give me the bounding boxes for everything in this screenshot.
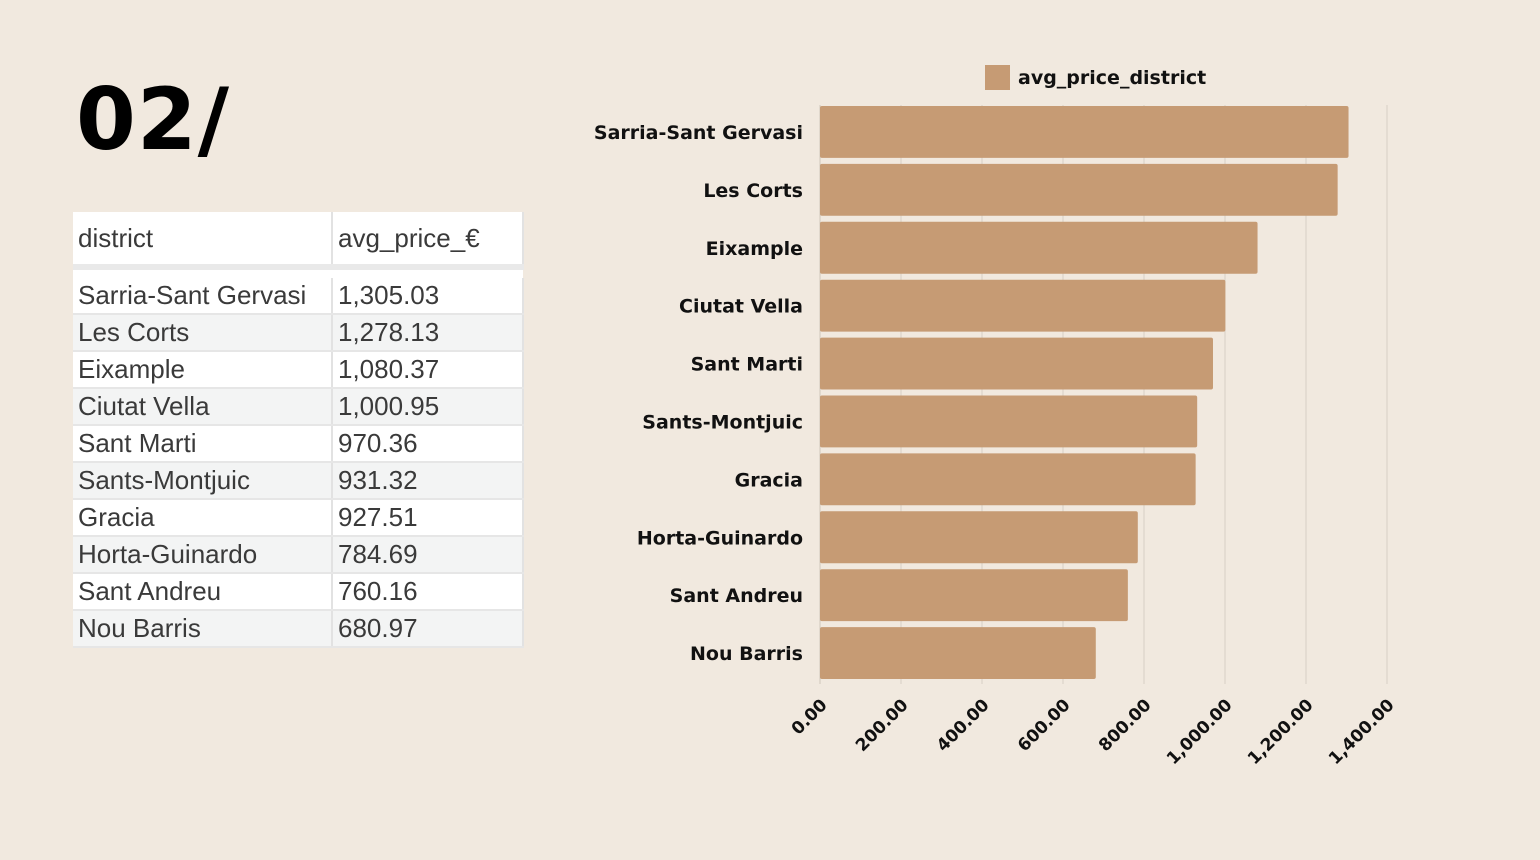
bar bbox=[820, 337, 1213, 390]
price-cell: 1,080.37 bbox=[332, 351, 524, 389]
bar bbox=[820, 395, 1198, 448]
district-cell: Eixample bbox=[73, 351, 333, 389]
table-row: Nou Barris 680.97 bbox=[73, 610, 524, 648]
legend: avg_price_district bbox=[985, 65, 1206, 90]
category-label: Ciutat Vella bbox=[679, 296, 803, 318]
district-cell: Sarria-Sant Gervasi bbox=[73, 278, 333, 315]
district-cell: Nou Barris bbox=[73, 610, 333, 648]
category-label: Sarria-Sant Gervasi bbox=[594, 122, 803, 144]
bar bbox=[820, 511, 1138, 564]
category-label: Nou Barris bbox=[690, 643, 803, 665]
slide-number: 02/ bbox=[76, 70, 231, 170]
price-cell: 1,000.95 bbox=[332, 388, 524, 426]
table-row: Ciutat Vella 1,000.95 bbox=[73, 388, 524, 426]
bar bbox=[820, 569, 1128, 622]
price-cell: 1,278.13 bbox=[332, 314, 524, 352]
x-tick-label: 1,400.00 bbox=[1325, 695, 1399, 769]
bar bbox=[820, 279, 1226, 332]
district-cell: Ciutat Vella bbox=[73, 388, 333, 426]
price-cell: 927.51 bbox=[332, 499, 524, 537]
table-row: Sant Andreu 760.16 bbox=[73, 573, 524, 611]
x-tick-label: 0.00 bbox=[788, 695, 832, 739]
price-cell: 931.32 bbox=[332, 462, 524, 500]
district-cell: Sant Andreu bbox=[73, 573, 333, 611]
table-row: Sants-Montjuic 931.32 bbox=[73, 462, 524, 500]
district-cell: Sants-Montjuic bbox=[73, 462, 333, 500]
column-header-avg-price: avg_price_€ bbox=[332, 212, 524, 270]
table-header-row: district avg_price_€ bbox=[73, 212, 524, 270]
bar bbox=[820, 453, 1196, 506]
x-tick-label: 400.00 bbox=[933, 695, 994, 756]
x-tick-label: 200.00 bbox=[852, 695, 913, 756]
bar bbox=[820, 106, 1349, 158]
category-labels: Sarria-Sant Gervasi Les Corts Eixample Ciut… bbox=[594, 122, 803, 665]
district-cell: Horta-Guinardo bbox=[73, 536, 333, 574]
price-cell: 784.69 bbox=[332, 536, 524, 574]
district-cell: Les Corts bbox=[73, 314, 333, 352]
x-tick-label: 600.00 bbox=[1014, 695, 1075, 756]
category-label: Eixample bbox=[706, 238, 803, 260]
x-tick-labels: 0.00 200.00 400.00 600.00 800.00 1,000.00 1,20… bbox=[788, 695, 1399, 769]
x-tick-label: 800.00 bbox=[1095, 695, 1156, 756]
category-label: Sant Andreu bbox=[670, 585, 803, 607]
price-cell: 680.97 bbox=[332, 610, 524, 648]
bar bbox=[820, 163, 1338, 216]
category-label: Horta-Guinardo bbox=[637, 527, 803, 549]
category-label: Gracia bbox=[735, 469, 803, 491]
district-price-table: district avg_price_€ Sarria-Sant Gervasi… bbox=[73, 212, 524, 648]
table-row: Sant Marti 970.36 bbox=[73, 425, 524, 463]
price-cell: 970.36 bbox=[332, 425, 524, 463]
bar bbox=[820, 627, 1096, 679]
x-tick-label: 1,200.00 bbox=[1244, 695, 1318, 769]
category-label: Les Corts bbox=[703, 180, 803, 202]
table-row: Les Corts 1,278.13 bbox=[73, 314, 524, 352]
table-row: Horta-Guinardo 784.69 bbox=[73, 536, 524, 574]
category-label: Sants-Montjuic bbox=[642, 411, 803, 433]
price-cell: 760.16 bbox=[332, 573, 524, 611]
category-label: Sant Marti bbox=[691, 354, 803, 376]
table-row: Gracia 927.51 bbox=[73, 499, 524, 537]
legend-label: avg_price_district bbox=[1018, 67, 1206, 89]
bars bbox=[820, 106, 1349, 679]
table-row: Eixample 1,080.37 bbox=[73, 351, 524, 389]
district-cell: Sant Marti bbox=[73, 425, 333, 463]
column-header-district: district bbox=[73, 212, 333, 270]
x-tick-label: 1,000.00 bbox=[1163, 695, 1237, 769]
table-row: Sarria-Sant Gervasi 1,305.03 bbox=[73, 278, 524, 315]
legend-swatch bbox=[985, 65, 1010, 90]
price-cell: 1,305.03 bbox=[332, 278, 524, 315]
district-cell: Gracia bbox=[73, 499, 333, 537]
bar bbox=[820, 221, 1258, 274]
